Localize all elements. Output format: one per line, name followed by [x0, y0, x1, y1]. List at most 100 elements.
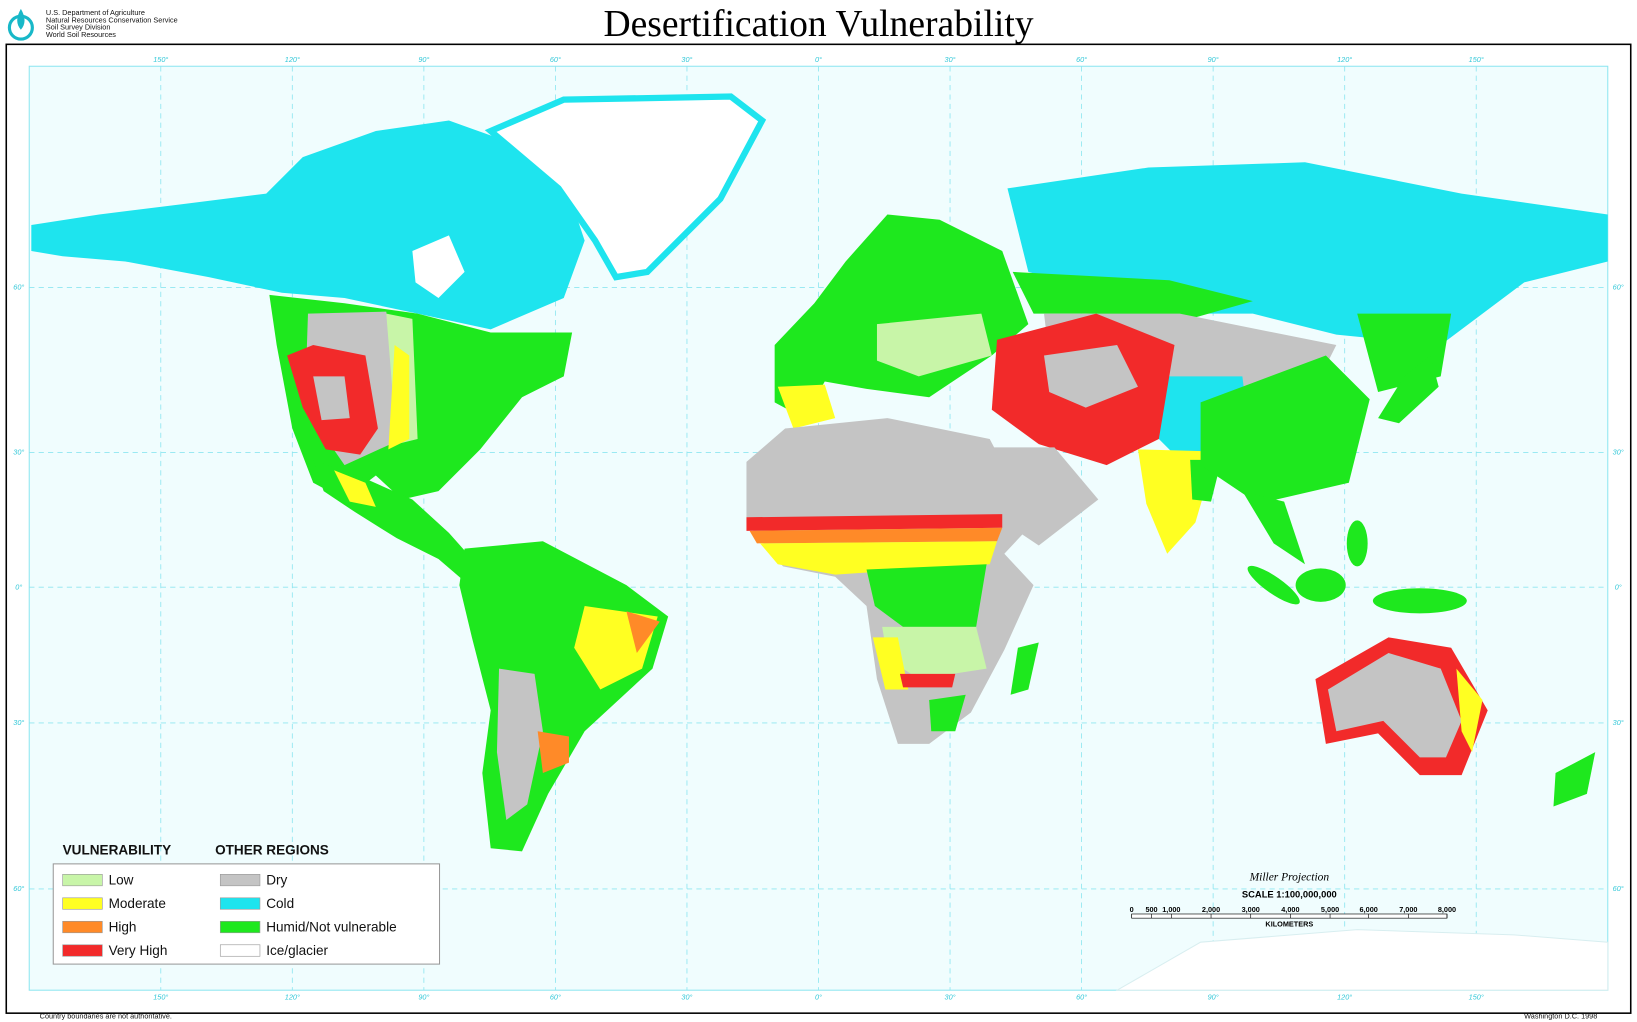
legend-swatch [62, 897, 103, 910]
moderate-region [777, 384, 836, 429]
scale-label: 0 [1130, 905, 1134, 914]
humid-region [774, 214, 1029, 419]
legend-swatch [219, 944, 261, 957]
very-high-region [899, 673, 956, 688]
longitude-label: 60° [1076, 55, 1087, 64]
latitude-label: 60° [1613, 884, 1624, 893]
moderate-region [872, 637, 909, 690]
longitude-label: 0° [815, 55, 822, 64]
legend-heading: OTHER REGIONS [215, 842, 329, 857]
high-region [749, 527, 1003, 544]
humid-region [1010, 642, 1039, 695]
humid-region [1247, 565, 1300, 605]
scale-bar [1131, 913, 1448, 919]
longitude-label: 150° [1469, 55, 1484, 64]
legend-label: Very High [109, 943, 168, 958]
latitude-label: 60° [1613, 283, 1624, 292]
scale-label: 5,000 [1321, 905, 1339, 914]
legend-swatch [62, 874, 103, 887]
longitude-label: 150° [153, 993, 168, 1002]
humid-region [1242, 491, 1306, 565]
humid-region [1378, 355, 1439, 424]
longitude-label: 30° [681, 993, 692, 1002]
scale-label: 3,000 [1242, 905, 1260, 914]
high-region [537, 731, 569, 774]
humid-region [1372, 588, 1467, 614]
legend-label: Humid/Not vulnerable [266, 920, 396, 935]
longitude-label: 60° [550, 55, 561, 64]
latitude-label: 0° [1615, 582, 1622, 591]
longitude-label: 60° [550, 993, 561, 1002]
longitude-label: 120° [1337, 993, 1352, 1002]
humid-region [1200, 355, 1370, 504]
longitude-label: 0° [815, 993, 822, 1002]
legend-label: Ice/glacier [266, 943, 328, 958]
dry-region [1327, 652, 1462, 758]
legend-label: Dry [266, 873, 287, 888]
legend-label: Cold [266, 896, 294, 911]
humid-region [1295, 568, 1346, 602]
legend-swatch [219, 874, 261, 887]
legend-swatch [62, 944, 103, 957]
longitude-label: 30° [681, 55, 692, 64]
agency-line: U.S. Department of Agriculture [46, 8, 145, 17]
moderate-region [334, 470, 376, 507]
low-region [876, 313, 992, 377]
legend: VULNERABILITY OTHER REGIONS Low Moderate H… [52, 842, 441, 965]
longitude-label: 90° [418, 55, 429, 64]
humid-region [866, 564, 987, 627]
latitude-label: 60° [13, 884, 24, 893]
moderate-region [760, 541, 998, 575]
ice-region [1115, 929, 1609, 991]
low-region [882, 626, 987, 680]
landmasses [31, 93, 1609, 991]
scale-label: 7,000 [1399, 905, 1417, 914]
humid-region [929, 694, 966, 732]
high-region [626, 611, 660, 653]
humid-region [1346, 520, 1368, 567]
scale-label: 500 [1145, 905, 1157, 914]
legend-label: High [109, 920, 137, 935]
humid-region [1012, 271, 1253, 319]
scale-label: 1,000 [1162, 905, 1180, 914]
longitude-label: 90° [1208, 55, 1219, 64]
footer-note: Country boundaries are not authoritative… [40, 1011, 172, 1020]
humid-region [1553, 752, 1596, 807]
scale: Miller Projection SCALE 1:100,000,000 KI… [1130, 872, 1456, 929]
longitude-label: 120° [285, 55, 300, 64]
scale-unit: KILOMETERS [1265, 920, 1313, 929]
dry-region [496, 668, 543, 821]
footer-place-date: Washington D.C. 1998 [1524, 1011, 1597, 1020]
scale-ratio: SCALE 1:100,000,000 [1242, 888, 1337, 899]
longitude-label: 30° [945, 55, 956, 64]
latitude-label: 30° [13, 718, 24, 727]
longitude-label: 120° [285, 993, 300, 1002]
longitude-label: 120° [1337, 55, 1352, 64]
ice-region [412, 235, 465, 299]
longitude-label: 90° [1208, 993, 1219, 1002]
projection: Miller Projection [1249, 872, 1330, 884]
legend-swatch [62, 920, 103, 934]
latitude-label: 30° [1613, 718, 1624, 727]
ice-region [484, 93, 767, 281]
scale-label: 6,000 [1360, 905, 1378, 914]
scale-label: 4,000 [1281, 905, 1299, 914]
legend-label: Moderate [109, 896, 166, 911]
longitude-label: 150° [153, 55, 168, 64]
moderate-region [1456, 668, 1483, 753]
title: Desertification Vulnerability [603, 4, 1033, 45]
scale-label: 2,000 [1202, 905, 1220, 914]
legend-swatch [219, 897, 261, 910]
latitude-label: 30° [1613, 448, 1624, 457]
longitude-label: 30° [945, 993, 956, 1002]
agency-line: World Soil Resources [46, 30, 116, 39]
logo [7, 8, 34, 41]
latitude-label: 0° [15, 582, 22, 591]
agency-line: Natural Resources Conservation Service [46, 15, 178, 24]
latitude-label: 60° [13, 283, 24, 292]
agency-line: Soil Survey Division [46, 23, 110, 32]
dry-region [1044, 345, 1138, 408]
longitude-label: 90° [418, 993, 429, 1002]
very-high-region [746, 514, 1003, 531]
